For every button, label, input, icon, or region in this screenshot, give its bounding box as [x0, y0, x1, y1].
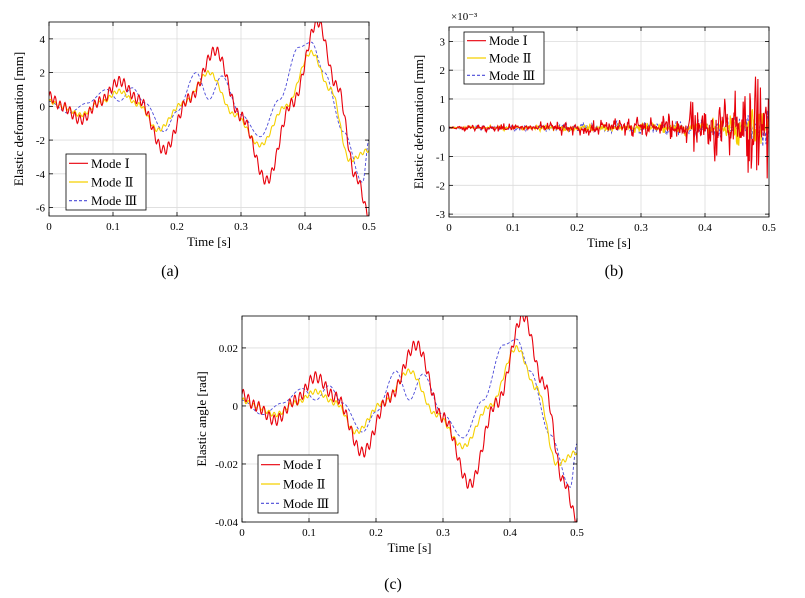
y-tick-label: 0 — [40, 101, 46, 113]
panel-label-c: (c) — [384, 576, 402, 593]
y-scale-label: ×10⁻³ — [451, 11, 478, 23]
y-tick-label: -0.04 — [215, 517, 238, 529]
x-axis-label: Time [s] — [388, 540, 432, 555]
y-tick-label: 2 — [440, 65, 446, 77]
y-tick-label: 4 — [40, 34, 46, 46]
legend-label-mode-1: Mode Ⅰ — [489, 33, 528, 48]
y-axis-label: Elastic angle [rad] — [194, 371, 209, 466]
y-tick-label: -4 — [36, 169, 46, 181]
y-tick-label: 2 — [40, 68, 46, 80]
x-tick-label: 0.4 — [698, 222, 712, 234]
series-group — [449, 76, 769, 179]
x-tick-label: 0 — [446, 222, 452, 234]
series-group — [49, 22, 369, 216]
legend-label-mode-3: Mode Ⅲ — [91, 193, 137, 208]
y-tick-label: -1 — [436, 152, 445, 164]
y-tick-label: -2 — [436, 180, 445, 192]
chart-a: 0 0.1 0.2 0.3 0.4 0.5 -6 -4 -2 0 2 4 Time [s] Elastic… — [11, 21, 376, 249]
legend-label-mode-2: Mode Ⅱ — [489, 51, 532, 66]
x-tick-label: 0.5 — [762, 222, 776, 234]
y-tick-label: -0.02 — [215, 459, 238, 471]
x-tick-label: 0.3 — [234, 221, 248, 233]
x-tick-label: 0.4 — [298, 221, 312, 233]
y-tick-label: 3 — [440, 36, 446, 48]
series-group — [242, 316, 577, 522]
legend-label-mode-1: Mode Ⅰ — [91, 156, 130, 171]
legend: Mode Ⅰ Mode Ⅱ Mode Ⅲ — [257, 454, 339, 514]
legend-label-mode-2: Mode Ⅱ — [283, 477, 326, 492]
series-line-mode-1 — [49, 22, 369, 216]
x-tick-label: 0.1 — [302, 527, 316, 539]
x-axis-label: Time [s] — [587, 235, 631, 250]
chart-b: 0 0.1 0.2 0.3 0.4 0.5 -3 -2 -1 0 1 2 3 ×10⁻³ Time [s] E… — [411, 11, 776, 250]
y-tick-label: 0 — [440, 123, 446, 135]
panel-label-a: (a) — [161, 263, 179, 280]
chart-c: 0 0.1 0.2 0.3 0.4 0.5 -0.04 -0.02 0 0.02 Time [s] E… — [194, 315, 584, 555]
legend-label-mode-3: Mode Ⅲ — [283, 496, 329, 511]
y-axis-label: Elastic deformation [mm] — [11, 52, 26, 186]
y-tick-label: 1 — [440, 94, 446, 106]
legend: Mode Ⅰ Mode Ⅱ Mode Ⅲ — [463, 31, 545, 85]
x-axis-label: Time [s] — [187, 234, 231, 249]
y-tick-label: 0 — [233, 401, 239, 413]
series-line-mode-1 — [242, 316, 577, 522]
y-axis-label: Elastic deformation [mm] — [411, 55, 426, 189]
x-tick-label: 0.2 — [570, 222, 584, 234]
axes-frame — [48, 21, 370, 217]
legend-label-mode-3: Mode Ⅲ — [489, 68, 535, 83]
legend-label-mode-2: Mode Ⅱ — [91, 175, 134, 190]
legend: Mode Ⅰ Mode Ⅱ Mode Ⅲ — [65, 153, 147, 211]
x-tick-label: 0 — [239, 527, 245, 539]
x-tick-label: 0.4 — [503, 527, 517, 539]
x-tick-label: 0.3 — [436, 527, 450, 539]
panel-label-b: (b) — [605, 263, 624, 280]
y-tick-label: -2 — [36, 135, 45, 147]
x-tick-label: 0 — [46, 221, 52, 233]
series-line-mode-1 — [449, 76, 769, 179]
x-tick-label: 0.2 — [170, 221, 184, 233]
y-tick-label: -3 — [436, 209, 446, 221]
axes-frame — [448, 26, 770, 218]
x-tick-label: 0.3 — [634, 222, 648, 234]
y-tick-label: -6 — [36, 203, 46, 215]
x-tick-label: 0.1 — [106, 221, 120, 233]
series-line-mode-3 — [242, 338, 577, 488]
x-tick-label: 0.5 — [570, 527, 584, 539]
x-tick-label: 0.2 — [369, 527, 383, 539]
x-tick-label: 0.1 — [506, 222, 520, 234]
axes-frame — [241, 315, 578, 523]
legend-label-mode-1: Mode Ⅰ — [283, 457, 322, 472]
x-tick-label: 0.5 — [362, 221, 376, 233]
y-tick-label: 0.02 — [219, 343, 238, 355]
